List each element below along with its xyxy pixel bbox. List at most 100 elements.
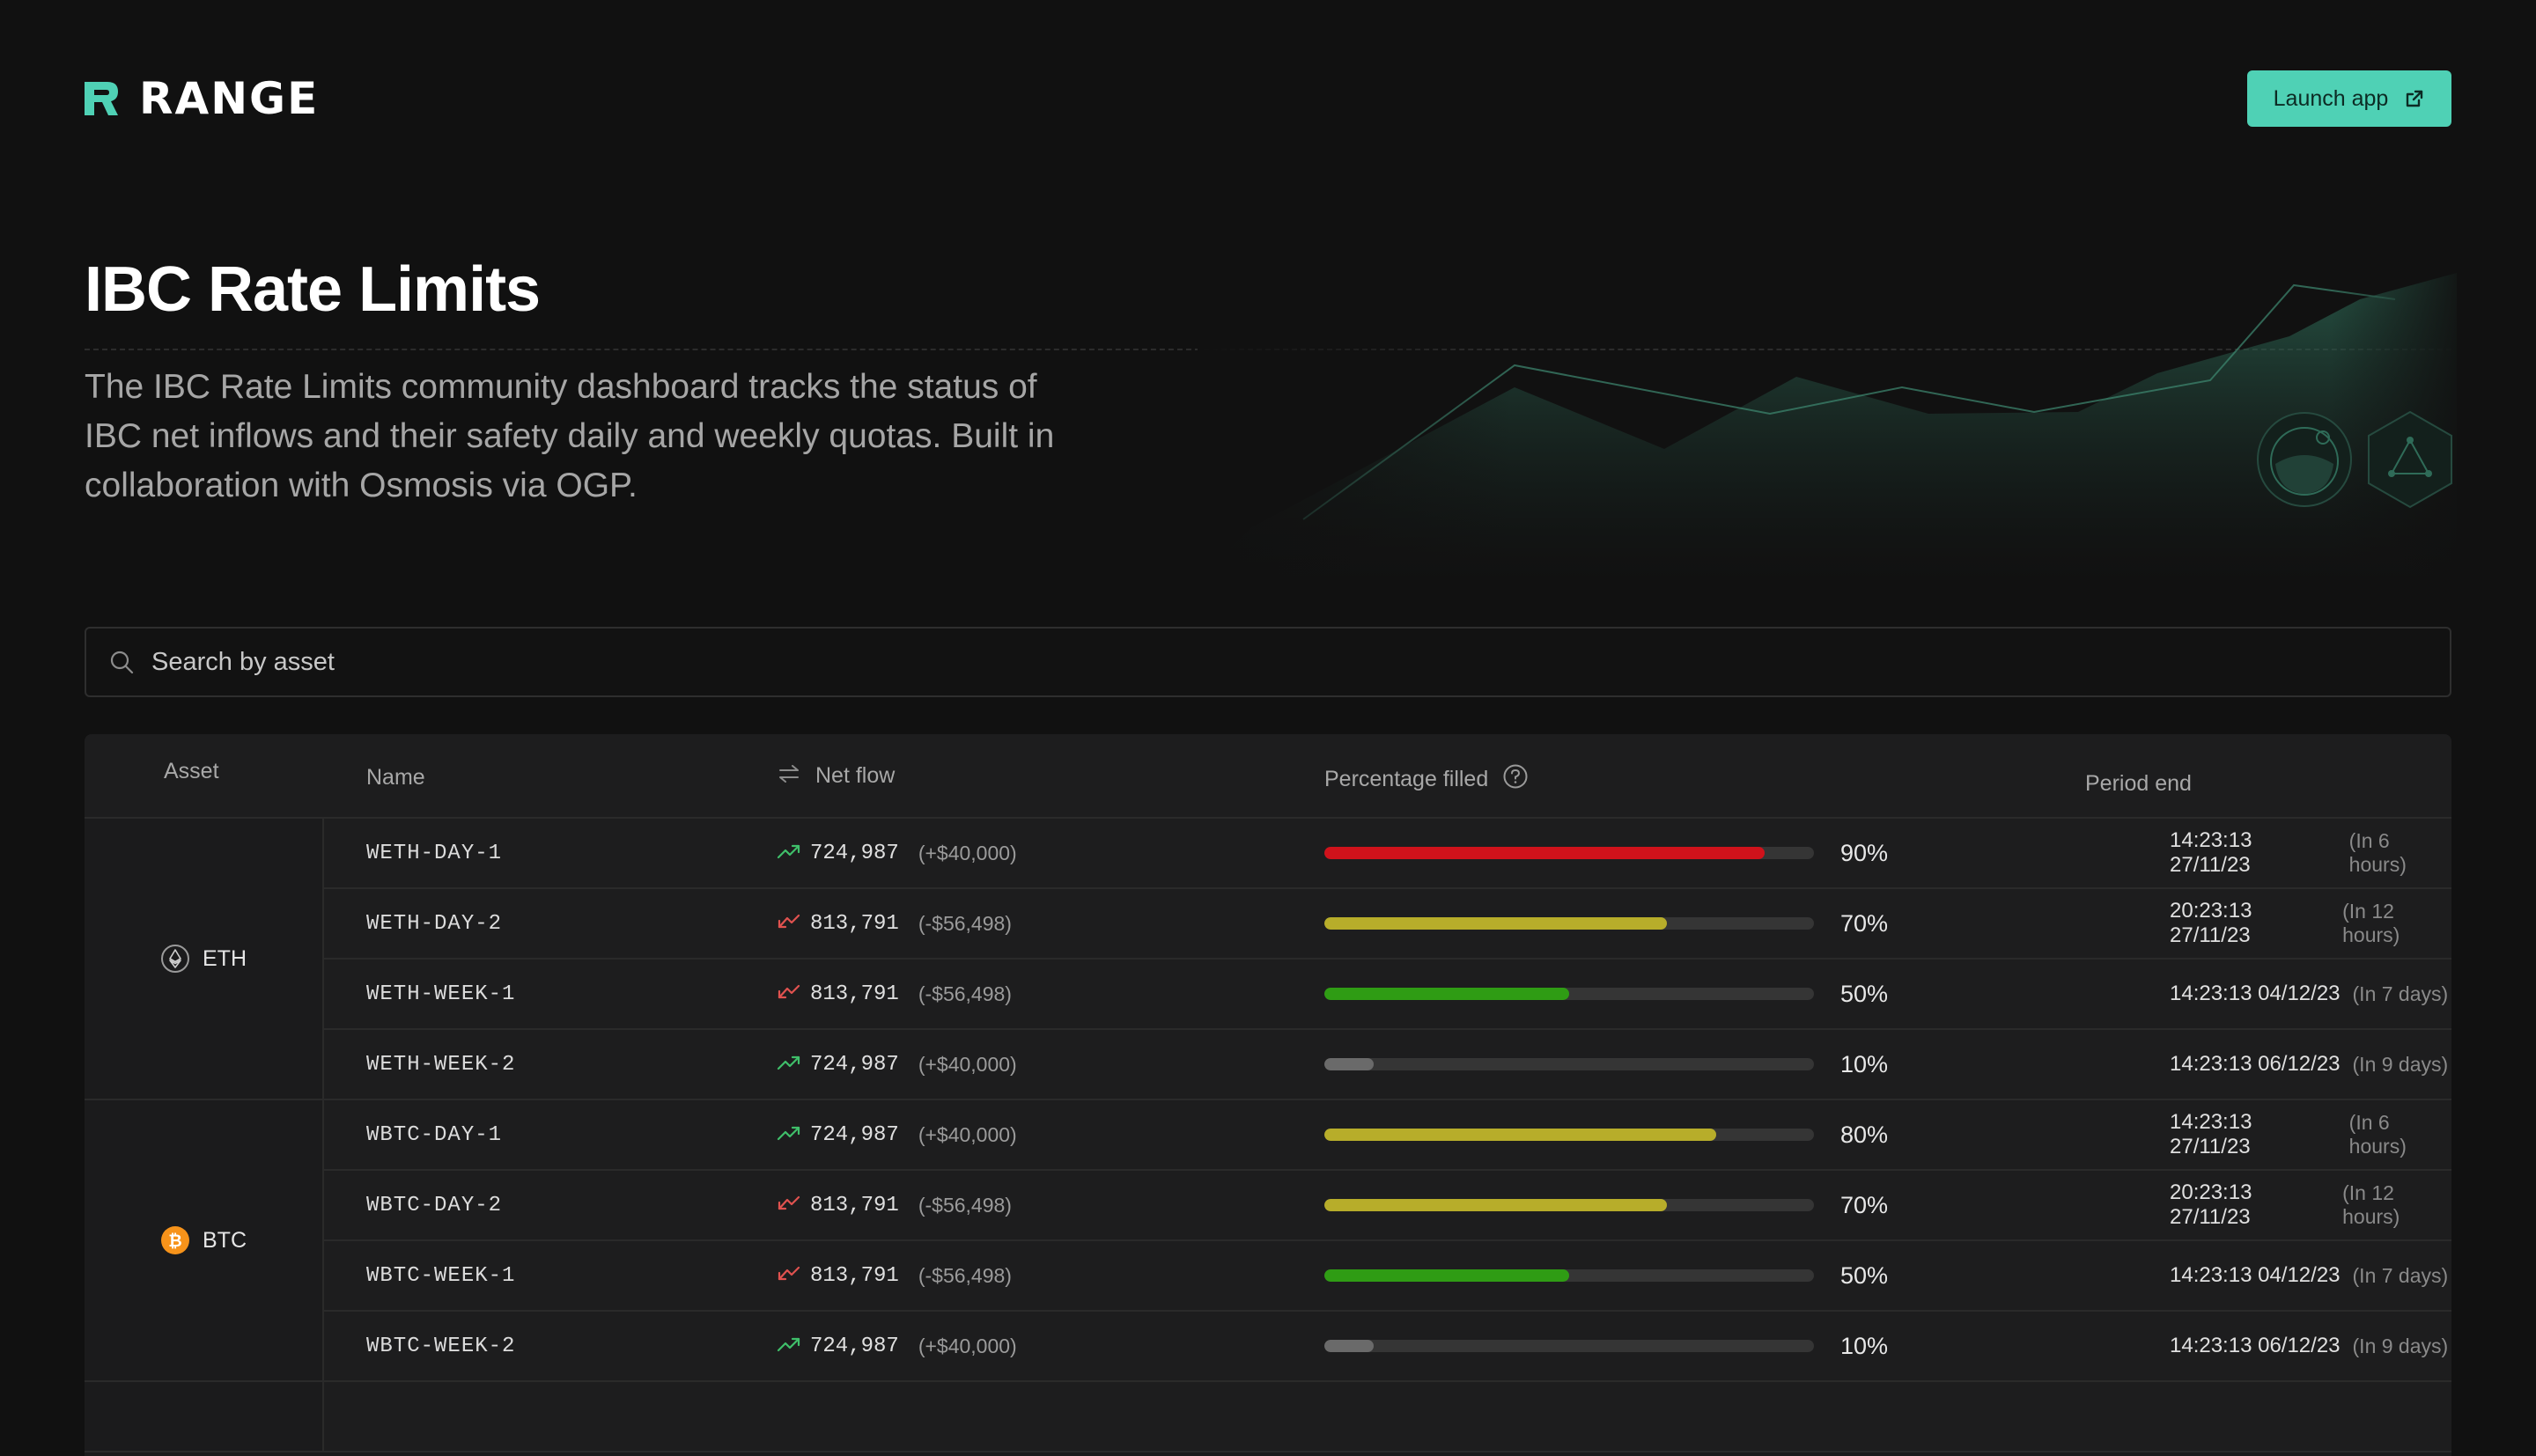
percentage-cell: 70% xyxy=(1324,889,1888,958)
asset-label[interactable]: ETH xyxy=(160,944,247,974)
top-header: RANGE Launch app xyxy=(85,69,2451,129)
period-end-time: 14:23:13 27/11/23 xyxy=(2170,828,2252,877)
search-input[interactable] xyxy=(150,646,2267,678)
eth-icon xyxy=(160,944,190,974)
trend-up-icon xyxy=(777,1124,801,1146)
period-end-cell: 14:23:13 06/12/23 (In 9 days) xyxy=(2170,1312,2448,1380)
progress-bar xyxy=(1324,917,1814,930)
table-row[interactable]: WBTC-WEEK-1 813,791 (-$56,498) 50% 14:23:13 … xyxy=(324,1241,2451,1312)
percentage-cell: 50% xyxy=(1324,960,1888,1028)
period-end-time: 20:23:13 27/11/23 xyxy=(2170,899,2252,947)
progress-bar xyxy=(1324,847,1814,859)
table-body: ETH WETH-DAY-1 724,987 (+$40,000) 90% 14:23:1… xyxy=(85,819,2451,1452)
net-flow-usd: (-$56,498) xyxy=(918,911,1012,935)
progress-bar-fill xyxy=(1324,847,1766,859)
trend-up-icon xyxy=(777,1335,801,1357)
net-flow-cell: 813,791 (-$56,498) xyxy=(777,889,1012,958)
net-flow-cell: 724,987 (+$40,000) xyxy=(777,1312,1017,1380)
progress-bar-fill xyxy=(1324,1340,1374,1352)
period-end-relative: (In 6 hours) xyxy=(2348,1111,2407,1158)
rate-limit-name: WETH-WEEK-2 xyxy=(366,1052,516,1077)
asset-rows xyxy=(324,1382,2451,1451)
period-end-cell: 14:23:13 06/12/23 (In 9 days) xyxy=(2170,1030,2448,1099)
progress-bar xyxy=(1324,1269,1814,1282)
hero-section: IBC Rate Limits xyxy=(85,254,1141,325)
table-header: Asset Name Net flow Percentage filled Pe… xyxy=(85,734,2451,819)
progress-bar-fill xyxy=(1324,1199,1668,1211)
range-logo-icon xyxy=(85,82,120,115)
external-link-icon xyxy=(2404,88,2425,109)
period-end-relative: (In 7 days) xyxy=(2352,1263,2449,1287)
trend-down-icon xyxy=(777,1265,801,1287)
net-flow-usd: (+$40,000) xyxy=(918,1334,1017,1357)
decorative-chart-graphic xyxy=(1198,264,2457,581)
net-flow-cell: 813,791 (-$56,498) xyxy=(777,1241,1012,1310)
table-row[interactable]: WBTC-WEEK-2 724,987 (+$40,000) 10% 14:23:13 … xyxy=(324,1312,2451,1380)
rate-limit-name: WETH-DAY-2 xyxy=(366,911,503,936)
table-row[interactable]: WETH-DAY-1 724,987 (+$40,000) 90% 14:23:13 2… xyxy=(324,819,2451,889)
percentage-value: 10% xyxy=(1839,1050,1888,1077)
period-end-time: 14:23:13 06/12/23 xyxy=(2170,1334,2341,1357)
net-flow-usd: (-$56,498) xyxy=(918,982,1012,1005)
progress-bar-fill xyxy=(1324,1269,1569,1282)
percentage-value: 50% xyxy=(1839,1261,1888,1289)
table-row[interactable]: WBTC-DAY-1 724,987 (+$40,000) 80% 14:23:13 2… xyxy=(324,1100,2451,1171)
period-end-cell: 14:23:13 27/11/23 (In 6 hours) xyxy=(2170,819,2451,887)
asset-group-btc: ₿ BTC WBTC-DAY-1 724,987 (+$40,000) 80% 14:23:… xyxy=(85,1100,2451,1382)
progress-bar xyxy=(1324,1340,1814,1352)
table-row[interactable]: WETH-WEEK-1 813,791 (-$56,498) 50% 14:23:13 … xyxy=(324,960,2451,1030)
period-end-time: 14:23:13 27/11/23 xyxy=(2170,1110,2252,1158)
percentage-value: 80% xyxy=(1839,1121,1888,1148)
osmosis-badge-icon xyxy=(2256,411,2353,512)
column-header-asset[interactable]: Asset xyxy=(164,759,219,784)
page-title: IBC Rate Limits xyxy=(85,254,541,325)
trend-up-icon xyxy=(777,1054,801,1076)
net-flow-value: 724,987 xyxy=(810,841,899,865)
percentage-value: 70% xyxy=(1839,909,1888,937)
net-flow-cell: 724,987 (+$40,000) xyxy=(777,819,1017,887)
net-flow-value: 813,791 xyxy=(810,1193,899,1217)
period-end-relative: (In 12 hours) xyxy=(2342,1181,2400,1228)
net-flow-cell: 813,791 (-$56,498) xyxy=(777,960,1012,1028)
logo[interactable]: RANGE xyxy=(85,73,319,124)
rate-limit-name: WETH-WEEK-1 xyxy=(366,982,516,1006)
net-flow-value: 813,791 xyxy=(810,982,899,1006)
column-header-percentage[interactable]: Percentage filled xyxy=(1324,763,1529,796)
period-end-time: 20:23:13 27/11/23 xyxy=(2170,1180,2252,1229)
period-end-cell: 20:23:13 27/11/23 (In 12 hours) xyxy=(2170,1171,2451,1239)
asset-cell: ₿ BTC xyxy=(85,1100,324,1380)
launch-app-label: Launch app xyxy=(2273,85,2389,111)
percentage-cell: 70% xyxy=(1324,1171,1888,1239)
net-flow-usd: (+$40,000) xyxy=(918,841,1017,864)
progress-bar-fill xyxy=(1324,917,1668,930)
trend-up-icon xyxy=(777,842,801,864)
net-flow-cell: 813,791 (-$56,498) xyxy=(777,1171,1012,1239)
launch-app-button[interactable]: Launch app xyxy=(2247,70,2451,127)
column-header-name[interactable]: Name xyxy=(366,765,425,791)
period-end-cell: 20:23:13 27/11/23 (In 12 hours) xyxy=(2170,889,2451,958)
rate-limit-name: WBTC-WEEK-2 xyxy=(366,1334,516,1358)
column-header-net-flow[interactable]: Net flow xyxy=(777,763,895,789)
asset-cell: ETH xyxy=(85,819,324,1099)
column-header-name-label: Name xyxy=(366,765,425,790)
net-flow-value: 813,791 xyxy=(810,911,899,936)
column-header-period-end[interactable]: Period end xyxy=(2085,771,2192,797)
column-header-period-end-label: Period end xyxy=(2085,771,2192,796)
sort-arrows-icon xyxy=(777,763,801,789)
rate-limit-name: WBTC-DAY-1 xyxy=(366,1122,503,1147)
asset-symbol: ETH xyxy=(203,945,247,971)
table-row[interactable]: WBTC-DAY-2 813,791 (-$56,498) 70% 20:23:13 2… xyxy=(324,1171,2451,1241)
asset-rows: WETH-DAY-1 724,987 (+$40,000) 90% 14:23:13 2… xyxy=(324,819,2451,1099)
table-row[interactable]: WETH-DAY-2 813,791 (-$56,498) 70% 20:23:13 2… xyxy=(324,889,2451,960)
rate-limit-name: WBTC-WEEK-1 xyxy=(366,1263,516,1288)
net-flow-usd: (+$40,000) xyxy=(918,1052,1017,1076)
trend-down-icon xyxy=(777,913,801,935)
table-row[interactable]: WETH-WEEK-2 724,987 (+$40,000) 10% 14:23:13 … xyxy=(324,1030,2451,1099)
percentage-cell: 80% xyxy=(1324,1100,1888,1169)
period-end-relative: (In 9 days) xyxy=(2352,1334,2449,1357)
asset-cell xyxy=(85,1382,324,1451)
search-icon xyxy=(109,650,134,674)
table-row[interactable] xyxy=(324,1382,2451,1451)
help-icon[interactable] xyxy=(1502,763,1529,796)
asset-label[interactable]: ₿ BTC xyxy=(160,1225,247,1255)
